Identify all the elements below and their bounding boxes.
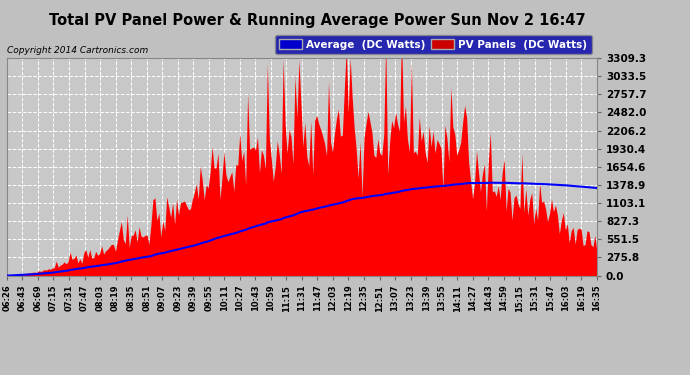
Text: Total PV Panel Power & Running Average Power Sun Nov 2 16:47: Total PV Panel Power & Running Average P… bbox=[49, 13, 586, 28]
Text: Copyright 2014 Cartronics.com: Copyright 2014 Cartronics.com bbox=[7, 46, 148, 55]
Legend: Average  (DC Watts), PV Panels  (DC Watts): Average (DC Watts), PV Panels (DC Watts) bbox=[275, 35, 591, 54]
